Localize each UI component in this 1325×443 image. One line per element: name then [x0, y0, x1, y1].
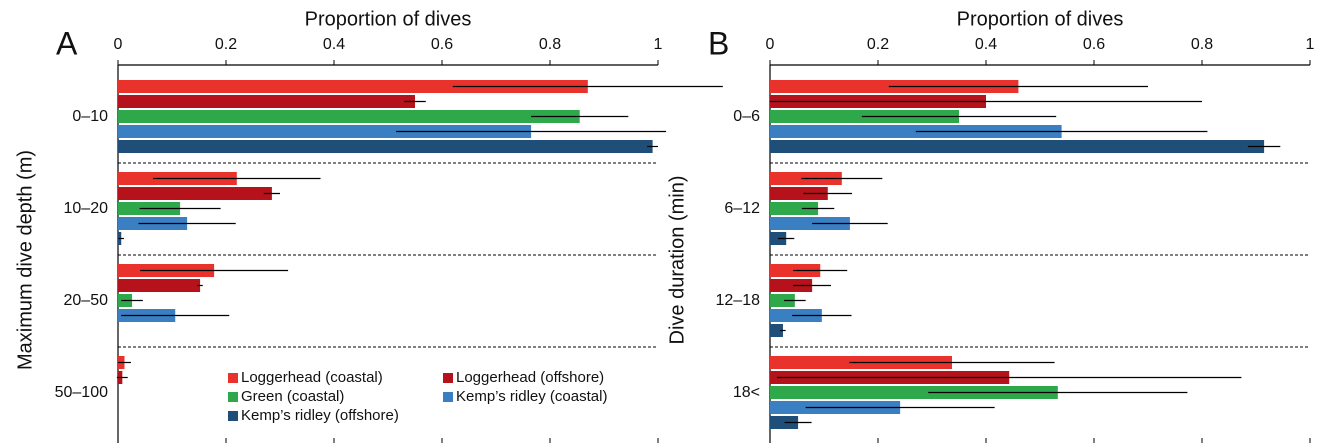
bar — [118, 110, 580, 123]
y-axis-title: Maximum dive depth (m) — [14, 150, 36, 370]
bar — [770, 202, 819, 215]
x-tick-label: 1 — [654, 36, 663, 53]
x-tick-label: 0 — [114, 36, 123, 53]
x-tick-label: 0.4 — [975, 36, 997, 53]
x-tick-label: 0.2 — [867, 36, 889, 53]
x-tick-label: 0.6 — [1083, 36, 1105, 53]
x-axis-title: Proportion of dives — [957, 8, 1124, 30]
legend-swatch — [443, 392, 453, 402]
x-tick-label: 0.6 — [431, 36, 453, 53]
panel-label: A — [56, 25, 78, 61]
bar — [770, 386, 1058, 399]
legend-swatch — [443, 373, 453, 383]
bar — [118, 279, 201, 292]
bar — [770, 324, 783, 337]
bar — [770, 416, 799, 429]
bar — [118, 125, 532, 138]
panel-label: B — [708, 25, 729, 61]
bar — [770, 279, 813, 292]
legend-label: Loggerhead (coastal) — [241, 369, 383, 386]
legend-swatch — [228, 392, 238, 402]
x-axis-title: Proportion of dives — [305, 8, 472, 30]
category-label: 12–18 — [716, 292, 761, 309]
category-label: 0–6 — [733, 108, 760, 125]
y-axis-title: Dive duration (min) — [666, 176, 688, 345]
bar — [118, 80, 588, 93]
category-label: 20–50 — [64, 292, 109, 309]
legend-label: Loggerhead (offshore) — [456, 369, 604, 386]
bar — [118, 140, 653, 153]
x-tick-label: 0.4 — [323, 36, 345, 53]
bar — [770, 294, 795, 307]
legend-label: Green (coastal) — [241, 388, 344, 405]
category-label: 0–10 — [72, 108, 108, 125]
category-label: 18< — [733, 384, 760, 401]
x-tick-label: 0.8 — [539, 36, 561, 53]
bar — [770, 140, 1265, 153]
category-label: 50–100 — [55, 384, 108, 401]
legend-swatch — [228, 373, 238, 383]
bar — [118, 187, 272, 200]
x-tick-label: 0.2 — [215, 36, 237, 53]
category-label: 6–12 — [724, 200, 760, 217]
x-tick-label: 0 — [766, 36, 775, 53]
bar — [118, 95, 415, 108]
category-label: 10–20 — [64, 200, 109, 217]
x-tick-label: 1 — [1306, 36, 1315, 53]
legend-label: Kemp’s ridley (coastal) — [456, 388, 607, 405]
bar — [770, 187, 828, 200]
bar — [770, 217, 850, 230]
x-tick-label: 0.8 — [1191, 36, 1213, 53]
legend-label: Kemp’s ridley (offshore) — [241, 407, 399, 424]
legend-swatch — [228, 411, 238, 421]
